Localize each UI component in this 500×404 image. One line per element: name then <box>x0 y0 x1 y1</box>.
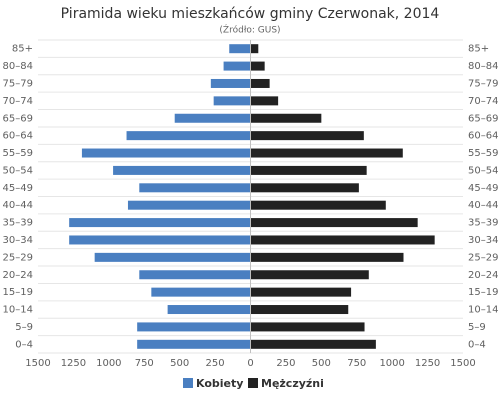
x-tick-label: 250 <box>206 358 225 369</box>
x-tick-label: 1500 <box>25 358 50 369</box>
legend-swatch <box>183 378 193 388</box>
bar <box>250 322 365 332</box>
category-label: 50–54 <box>3 165 33 176</box>
bar <box>250 305 349 315</box>
category-label: 30–34 <box>3 235 33 246</box>
x-tick-label: 500 <box>312 358 331 369</box>
bar <box>250 131 364 141</box>
bar <box>69 218 251 228</box>
bar <box>250 270 369 280</box>
bar <box>113 165 251 175</box>
bar <box>126 131 251 141</box>
category-label: 5–9 <box>468 322 486 333</box>
category-label: 35–39 <box>3 218 33 229</box>
category-label: 70–74 <box>3 96 33 107</box>
bar <box>250 183 359 193</box>
category-label: 45–49 <box>468 183 498 194</box>
category-label: 85+ <box>468 44 489 55</box>
bar <box>137 339 251 349</box>
bar <box>137 322 251 332</box>
category-label: 40–44 <box>468 200 498 211</box>
bar <box>94 252 251 262</box>
category-label: 55–59 <box>3 148 33 159</box>
category-label: 70–74 <box>468 96 498 107</box>
category-label: 20–24 <box>3 270 33 281</box>
x-tick-label: 500 <box>170 358 189 369</box>
category-label: 0–4 <box>15 339 33 350</box>
bar <box>250 165 367 175</box>
category-label: 65–69 <box>468 113 498 124</box>
bar <box>210 78 251 88</box>
legend-swatch <box>248 378 258 388</box>
bar <box>250 287 352 297</box>
bar <box>250 200 386 210</box>
bar <box>250 148 403 158</box>
chart-title: Piramida wieku mieszkańców gminy Czerwon… <box>61 6 440 22</box>
x-tick-label: 1000 <box>379 358 404 369</box>
bar <box>229 44 251 54</box>
category-label: 75–79 <box>468 78 498 89</box>
x-tick-label: 0 <box>247 358 253 369</box>
category-label: 60–64 <box>3 131 33 142</box>
x-tick-label: 1500 <box>450 358 475 369</box>
category-label: 0–4 <box>468 339 486 350</box>
category-label: 25–29 <box>468 252 498 263</box>
category-label: 30–34 <box>468 235 498 246</box>
x-tick-label: 1250 <box>61 358 86 369</box>
legend-label: Kobiety <box>196 377 243 390</box>
category-label: 85+ <box>12 44 33 55</box>
bar <box>69 235 251 245</box>
chart-subtitle: (Źródło: GUS) <box>219 24 280 36</box>
category-label: 35–39 <box>468 218 498 229</box>
bar <box>250 113 322 123</box>
bar <box>223 61 251 71</box>
bar <box>174 113 251 123</box>
bar <box>139 183 251 193</box>
x-tick-label: 750 <box>347 358 366 369</box>
bar <box>127 200 251 210</box>
bar <box>250 339 376 349</box>
category-label: 55–59 <box>468 148 498 159</box>
bar <box>250 252 404 262</box>
legend-label: Mężczyźni <box>261 377 324 390</box>
bar <box>167 305 251 315</box>
x-tick-label: 1250 <box>415 358 440 369</box>
category-label: 15–19 <box>468 287 498 298</box>
bar <box>250 61 265 71</box>
x-tick-label: 750 <box>135 358 154 369</box>
category-label: 15–19 <box>3 287 33 298</box>
category-label: 10–14 <box>3 305 33 316</box>
category-label: 20–24 <box>468 270 498 281</box>
bar <box>250 218 418 228</box>
x-tick-label: 250 <box>276 358 295 369</box>
category-label: 50–54 <box>468 165 498 176</box>
category-label: 75–79 <box>3 78 33 89</box>
category-label: 65–69 <box>3 113 33 124</box>
category-label: 10–14 <box>468 305 498 316</box>
bar <box>151 287 251 297</box>
bar <box>81 148 251 158</box>
category-label: 25–29 <box>3 252 33 263</box>
category-label: 80–84 <box>468 61 498 72</box>
bar <box>250 96 279 106</box>
x-tick-label: 1000 <box>96 358 121 369</box>
category-label: 60–64 <box>468 131 498 142</box>
bar <box>250 44 259 54</box>
category-label: 5–9 <box>15 322 33 333</box>
bar <box>213 96 251 106</box>
bar <box>139 270 251 280</box>
category-label: 40–44 <box>3 200 33 211</box>
category-label: 80–84 <box>3 61 33 72</box>
category-label: 45–49 <box>3 183 33 194</box>
bar <box>250 78 270 88</box>
bar <box>250 235 435 245</box>
